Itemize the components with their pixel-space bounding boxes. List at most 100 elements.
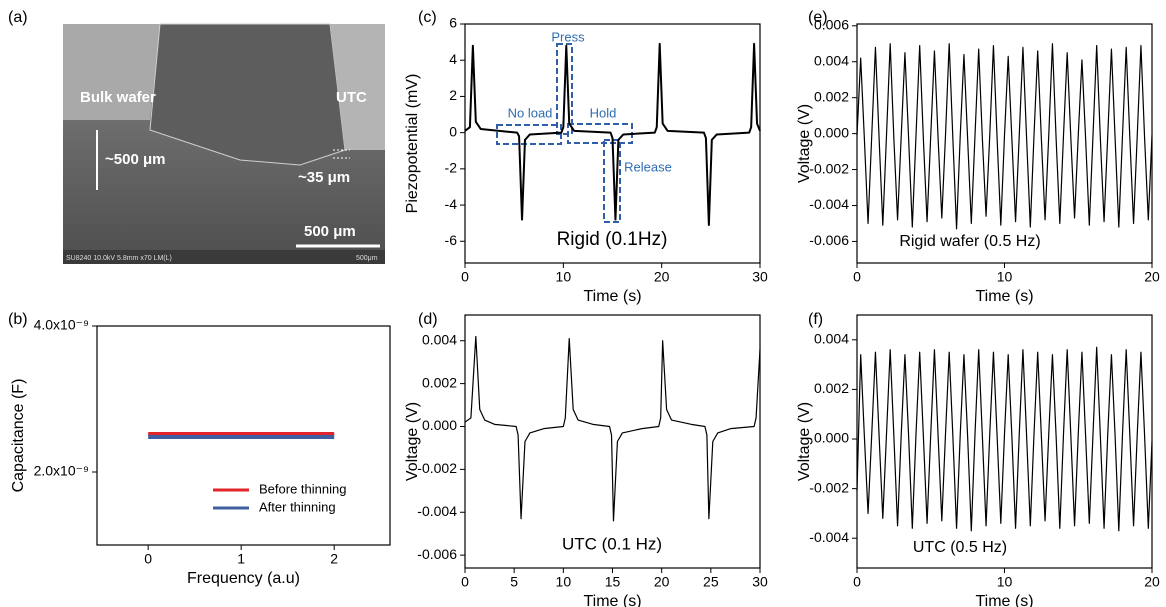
y-tick-label: 2	[449, 87, 457, 103]
panel-label: (c)	[418, 9, 437, 26]
panel-label: (e)	[808, 9, 828, 26]
y-tick-label: 0	[449, 123, 457, 139]
data-line	[464, 335, 761, 522]
panel-c-boxes	[496, 43, 633, 223]
x-tick-label: 30	[752, 269, 768, 285]
data-line	[856, 43, 1153, 230]
y-tick-label: 0.000	[814, 124, 849, 140]
x-tick-label: 0	[144, 551, 152, 567]
plot-frame	[856, 23, 1153, 264]
y-axis-label: Voltage (V)	[796, 104, 813, 183]
x-tick-label: 10	[556, 269, 572, 285]
bulk-wafer-surface	[63, 24, 160, 120]
y-tick-label: -0.002	[809, 479, 849, 495]
y-tick-label: -4	[445, 196, 458, 212]
chart: (b) 0 1 2 2.0x10⁻⁹ 4.0x10⁻⁹ Frequency (a.u) Cap…	[8, 311, 391, 587]
annotation: No load	[508, 105, 553, 120]
sem-info-bar	[63, 250, 385, 264]
legend-label: Before thinning	[259, 481, 346, 496]
bulk-surface-right	[330, 24, 385, 150]
x-tick-label: 10	[997, 269, 1013, 285]
stage-box	[603, 139, 621, 223]
x-tick-label: 25	[703, 574, 719, 590]
x-tick-label: 20	[654, 574, 670, 590]
sem-image-panel: (a) Bulk wafer UTC ~500 μm ~35 μm 500 μm…	[8, 9, 385, 264]
x-tick-label: 15	[605, 574, 621, 590]
x-tick-label: 20	[654, 269, 670, 285]
y-axis-label: Piezopotential (mV)	[404, 74, 421, 214]
y-axis-label: Capacitance (F)	[10, 379, 27, 493]
y-tick-label: 0.006	[814, 17, 849, 33]
stage-box	[567, 123, 633, 144]
x-tick-label: 0	[461, 574, 469, 590]
y-tick-label: -2	[445, 160, 458, 176]
annotation: Release	[624, 159, 672, 174]
y-tick-label: -0.006	[809, 232, 849, 248]
x-axis-label: Time (s)	[583, 288, 641, 305]
image-label: ~35 μm	[298, 169, 350, 186]
y-tick-label: 4	[449, 51, 457, 67]
plot-frame	[464, 23, 761, 264]
panel-label: (a)	[8, 9, 28, 26]
y-tick-label: 6	[449, 15, 457, 31]
data-line	[856, 346, 1153, 532]
stage-box	[496, 124, 562, 145]
y-tick-label: -0.006	[417, 546, 457, 562]
x-tick-label: 10	[556, 574, 572, 590]
x-tick-label: 0	[853, 269, 861, 285]
plot-frame	[96, 325, 391, 546]
x-axis-label: Frequency (a.u)	[187, 570, 300, 587]
stage-box	[556, 43, 573, 135]
x-tick-label: 5	[510, 574, 518, 590]
x-tick-label: 0	[461, 269, 469, 285]
annotation: UTC (0.1 Hz)	[562, 534, 662, 553]
y-tick-label: 0.004	[814, 52, 849, 68]
x-tick-label: 20	[1144, 574, 1160, 590]
x-tick-label: 30	[752, 574, 768, 590]
x-tick-label: 10	[997, 574, 1013, 590]
y-tick-label: -0.004	[809, 196, 849, 212]
y-tick-label: 0.002	[814, 380, 849, 396]
y-tick-label: 0.004	[422, 331, 457, 347]
image-label: 500μm	[356, 255, 378, 262]
y-tick-label: 0.002	[422, 374, 457, 390]
annotation: Rigid (0.1Hz)	[557, 229, 668, 250]
x-tick-label: 0	[853, 574, 861, 590]
y-tick-label: 0.002	[814, 88, 849, 104]
y-tick-label: 0.004	[814, 331, 849, 347]
x-tick-label: 2	[330, 551, 338, 567]
panel-label: (b)	[8, 311, 28, 328]
annotation: Rigid wafer (0.5 Hz)	[899, 233, 1040, 250]
y-axis-label: Voltage (V)	[404, 402, 421, 481]
image-label: 500 μm	[304, 223, 356, 240]
y-tick-label: -0.004	[809, 529, 849, 545]
x-axis-label: Time (s)	[975, 288, 1033, 305]
y-tick-label: -0.002	[809, 160, 849, 176]
y-tick-label: 0.000	[814, 430, 849, 446]
y-tick-label: -0.002	[417, 460, 457, 476]
data-line	[464, 42, 761, 226]
panel-label: (d)	[418, 311, 438, 328]
y-tick-label: 0.000	[422, 417, 457, 433]
y-axis-label: Voltage (V)	[796, 402, 813, 481]
plot-frame	[856, 314, 1153, 569]
annotation: UTC (0.5 Hz)	[913, 539, 1007, 556]
image-label: SU8240 10.0kV 5.8mm x70 LM(L)	[66, 255, 172, 262]
legend-label: After thinning	[259, 499, 336, 514]
image-label: Bulk wafer	[80, 89, 156, 106]
plot-frame	[464, 314, 761, 569]
image-label: ~500 μm	[105, 151, 165, 168]
y-tick-label: -6	[445, 232, 458, 248]
x-tick-label: 20	[1144, 269, 1160, 285]
y-tick-label: -0.004	[417, 503, 457, 519]
y-tick-label: 4.0x10⁻⁹	[34, 317, 89, 333]
annotation: Press	[551, 29, 585, 44]
annotation: Hold	[590, 105, 617, 120]
image-label: UTC	[336, 89, 367, 106]
chart: (e) 0 10 20 -0.006 -0.004 -0.002 0.000 0.002 0.00…	[796, 9, 1160, 305]
chart: (f) 0 10 20 -0.004 -0.002 0.000 0.002 0.004 Time …	[796, 311, 1160, 607]
chart: (c) 0 10 20 30 -6 -4 -2 0 2 4 6 Time (s) Piezopotenti…	[404, 9, 768, 305]
y-tick-label: 2.0x10⁻⁹	[34, 463, 89, 479]
x-axis-label: Time (s)	[583, 593, 641, 607]
